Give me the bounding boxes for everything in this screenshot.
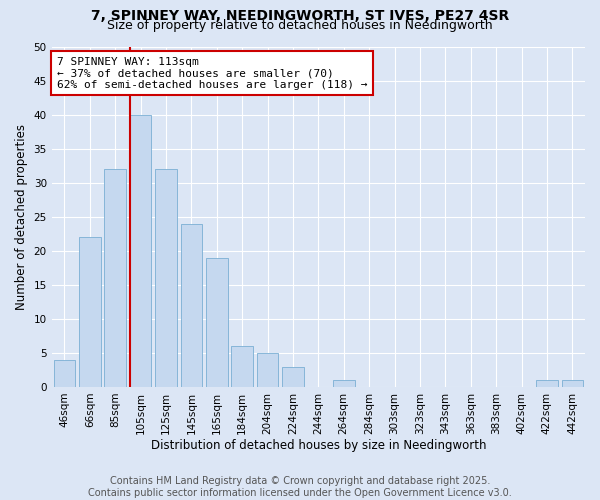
Bar [206,258,227,387]
Bar [282,366,304,387]
Bar [232,346,253,387]
Text: 7 SPINNEY WAY: 113sqm
← 37% of detached houses are smaller (70)
62% of semi-deta: 7 SPINNEY WAY: 113sqm ← 37% of detached … [57,56,367,90]
X-axis label: Distribution of detached houses by size in Needingworth: Distribution of detached houses by size … [151,440,486,452]
Bar [257,353,278,387]
Text: Contains HM Land Registry data © Crown copyright and database right 2025.
Contai: Contains HM Land Registry data © Crown c… [88,476,512,498]
Bar [79,237,101,387]
Bar [536,380,557,387]
Y-axis label: Number of detached properties: Number of detached properties [15,124,28,310]
Bar [333,380,355,387]
Text: 7, SPINNEY WAY, NEEDINGWORTH, ST IVES, PE27 4SR: 7, SPINNEY WAY, NEEDINGWORTH, ST IVES, P… [91,9,509,23]
Text: Size of property relative to detached houses in Needingworth: Size of property relative to detached ho… [107,19,493,32]
Bar [130,114,151,387]
Bar [562,380,583,387]
Bar [53,360,75,387]
Bar [181,224,202,387]
Bar [155,169,177,387]
Bar [104,169,126,387]
